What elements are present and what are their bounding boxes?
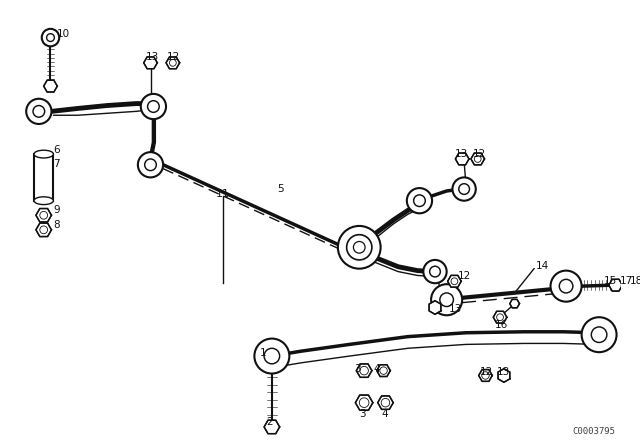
Text: 12: 12: [458, 271, 472, 281]
Polygon shape: [493, 311, 507, 323]
Circle shape: [141, 94, 166, 119]
Circle shape: [407, 188, 432, 213]
Text: 15: 15: [604, 276, 617, 286]
Circle shape: [254, 339, 289, 374]
Circle shape: [170, 60, 176, 66]
Polygon shape: [479, 370, 492, 381]
Ellipse shape: [34, 197, 53, 205]
Polygon shape: [264, 420, 280, 434]
Circle shape: [138, 152, 163, 177]
Polygon shape: [36, 223, 51, 237]
Circle shape: [429, 266, 440, 277]
Circle shape: [353, 241, 365, 253]
Text: 6: 6: [53, 145, 60, 155]
Circle shape: [582, 317, 616, 352]
Text: 13: 13: [146, 52, 159, 62]
Polygon shape: [471, 153, 484, 165]
Circle shape: [634, 281, 640, 289]
Circle shape: [413, 195, 426, 207]
Circle shape: [338, 226, 381, 269]
Text: 11: 11: [216, 189, 230, 199]
Text: 14: 14: [536, 261, 549, 271]
Circle shape: [380, 367, 387, 375]
Text: 4: 4: [381, 409, 388, 419]
Polygon shape: [509, 299, 520, 308]
Text: 1: 1: [260, 348, 267, 358]
Text: 7: 7: [53, 159, 60, 169]
Polygon shape: [36, 208, 51, 222]
Text: 12: 12: [473, 149, 486, 159]
Text: 4: 4: [374, 364, 380, 374]
Circle shape: [359, 398, 369, 408]
Text: 13: 13: [449, 305, 462, 314]
Polygon shape: [498, 369, 510, 382]
Polygon shape: [378, 396, 393, 409]
Text: 13: 13: [497, 366, 510, 377]
Polygon shape: [630, 279, 640, 292]
Polygon shape: [621, 279, 635, 291]
Text: 12: 12: [167, 52, 180, 62]
Circle shape: [40, 211, 47, 219]
Circle shape: [347, 235, 372, 260]
Text: 8: 8: [53, 220, 60, 230]
Circle shape: [26, 99, 51, 124]
Polygon shape: [144, 57, 157, 69]
Circle shape: [423, 260, 447, 283]
Circle shape: [497, 314, 504, 321]
Circle shape: [42, 29, 60, 46]
Circle shape: [474, 155, 481, 162]
Circle shape: [550, 271, 582, 302]
Circle shape: [440, 293, 454, 306]
Text: 9: 9: [53, 205, 60, 215]
Text: 16: 16: [495, 320, 508, 330]
Circle shape: [482, 372, 489, 379]
Polygon shape: [456, 153, 469, 165]
Circle shape: [451, 278, 458, 284]
Polygon shape: [377, 365, 390, 376]
Circle shape: [431, 284, 462, 315]
Polygon shape: [609, 279, 622, 291]
Circle shape: [148, 101, 159, 112]
Polygon shape: [356, 364, 372, 377]
Text: 18: 18: [630, 276, 640, 286]
Polygon shape: [166, 57, 180, 69]
Text: 3: 3: [355, 364, 361, 374]
Text: 17: 17: [620, 276, 633, 286]
Circle shape: [559, 280, 573, 293]
Circle shape: [459, 184, 470, 194]
Circle shape: [591, 327, 607, 342]
Polygon shape: [355, 395, 373, 410]
Text: 12: 12: [479, 366, 493, 377]
Bar: [34, 154, 53, 201]
Polygon shape: [429, 301, 441, 314]
Circle shape: [452, 177, 476, 201]
Circle shape: [47, 34, 54, 42]
Ellipse shape: [34, 150, 53, 158]
Circle shape: [360, 366, 369, 375]
Circle shape: [40, 226, 47, 234]
Text: 13: 13: [454, 149, 468, 159]
Text: 3: 3: [359, 409, 365, 419]
Circle shape: [33, 106, 45, 117]
Polygon shape: [447, 276, 461, 287]
Text: C0003795: C0003795: [573, 426, 616, 435]
Text: 10: 10: [56, 29, 70, 39]
Circle shape: [145, 159, 156, 171]
Polygon shape: [44, 80, 58, 92]
Text: 2: 2: [266, 417, 273, 427]
Circle shape: [264, 348, 280, 364]
Circle shape: [381, 398, 390, 407]
Text: 5: 5: [277, 184, 284, 194]
